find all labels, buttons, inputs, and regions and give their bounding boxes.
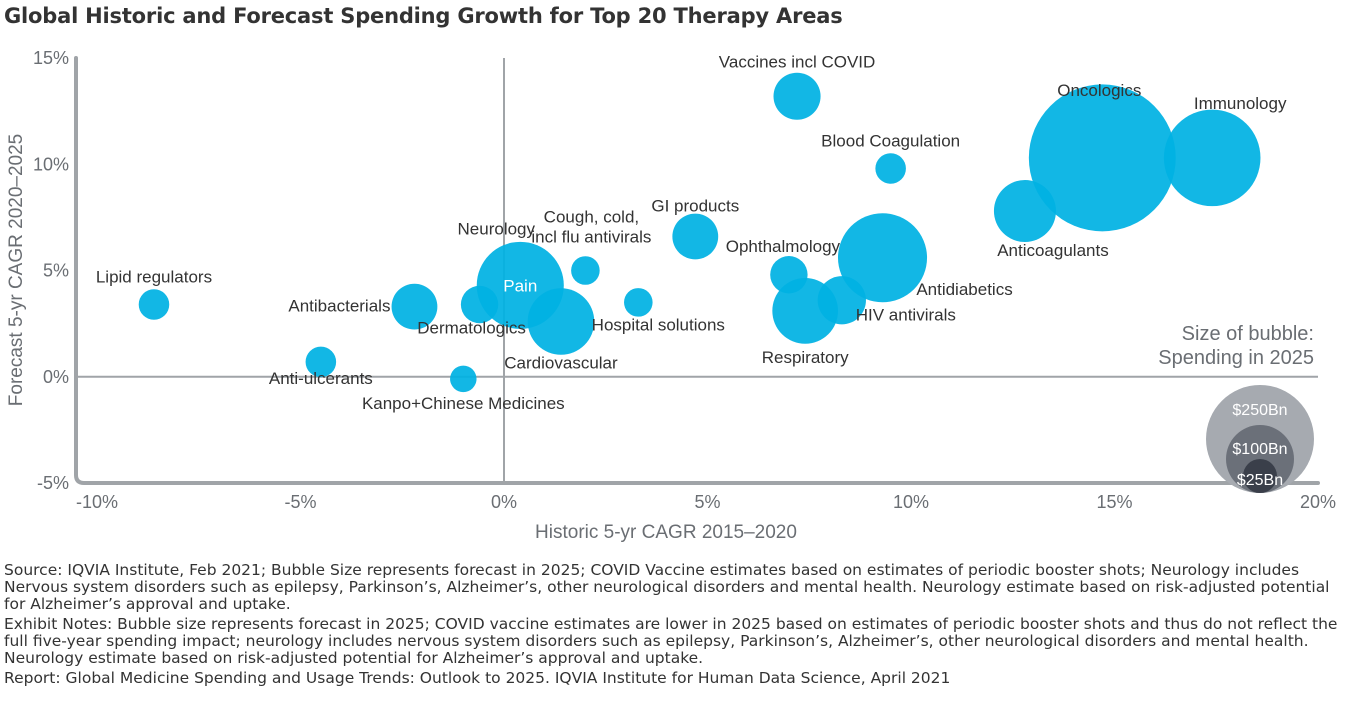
bubble-label-immunology: Immunology (1194, 94, 1287, 113)
size-legend-label: $250Bn (1232, 402, 1287, 419)
bubble-label-respiratory: Respiratory (762, 348, 849, 367)
bubble-kanpo-chinese-medicines (450, 365, 477, 393)
size-legend: Size of bubble:Spending in 2025 $250Bn $10… (1158, 323, 1314, 493)
bubble-lipid-regulators (138, 289, 170, 320)
bubble-label-ophthalmology: Ophthalmology (726, 237, 841, 256)
bubble-label-oncologics: Oncologics (1057, 81, 1141, 100)
source-note: Source: IQVIA Institute, Feb 2021; Bubbl… (4, 561, 1330, 613)
bubble-antibacterials (391, 283, 438, 330)
x-tick-label: 0% (491, 492, 517, 512)
x-tick-label: -10% (76, 492, 118, 512)
bubble-label-cardiovascular: Cardiovascular (504, 354, 618, 373)
bubbles (138, 72, 1261, 393)
bubble-label-neurology: Neurology (458, 219, 536, 238)
bubble-label-anti-ulcerants: Anti-ulcerants (269, 369, 373, 388)
size-legend-label: $25Bn (1237, 472, 1283, 489)
exhibit-note: Exhibit Notes: Bubble size represents fo… (4, 615, 1338, 667)
bubble-blood-coagulation (875, 153, 906, 184)
bubble-label-dermatologics: Dermatologics (417, 319, 526, 338)
size-legend-title: Size of bubble: (1182, 323, 1314, 345)
bubble-label-lipid-regulators: Lipid regulators (96, 268, 212, 287)
bubble-label-hiv-antivirals: HIV antivirals (856, 305, 956, 324)
bubble-label-antidiabetics: Antidiabetics (916, 280, 1012, 299)
y-tick-label: 10% (33, 154, 69, 174)
bubble-label-blood-coagulation: Blood Coagulation (821, 132, 960, 151)
bubble-label-gi-products: GI products (651, 197, 739, 216)
bubble-gi-products (672, 213, 719, 260)
size-legend-bubble-2 (1243, 459, 1277, 493)
bubble-label-pain: Pain (503, 276, 537, 295)
bubble-label-anticoagulants: Anticoagulants (997, 241, 1109, 260)
x-tick-label: 20% (1300, 492, 1336, 512)
bubble-immunology (1163, 109, 1261, 207)
bubble-cardiovascular (527, 288, 595, 355)
y-tick-label: 15% (33, 48, 69, 68)
bubble-hospital-solutions (624, 288, 653, 317)
bubble-cough-cold-incl-flu-antivirals (571, 256, 600, 285)
bubble-label-antibacterials: Antibacterials (288, 297, 390, 316)
size-legend-label: $100Bn (1232, 441, 1287, 458)
bubble-antidiabetics (837, 213, 928, 303)
y-tick-label: 5% (43, 261, 69, 281)
bubble-label-vaccines-incl-covid: Vaccines incl COVID (719, 52, 876, 71)
bubble-label-kanpo-chinese-medicines: Kanpo+Chinese Medicines (362, 394, 565, 413)
y-tick-label: 0% (43, 367, 69, 387)
bubble-anti-ulcerants (305, 346, 337, 378)
y-tick-label: -5% (37, 473, 69, 493)
size-legend-subtitle: Spending in 2025 (1158, 347, 1314, 369)
x-axis-label: Historic 5-yr CAGR 2015–2020 (535, 522, 797, 543)
x-tick-label: 15% (1096, 492, 1132, 512)
bubble-label-cough-cold-incl-flu-antivirals: Cough, cold, incl flu antivirals (531, 208, 651, 247)
footnotes: Source: IQVIA Institute, Feb 2021; Bubbl… (4, 562, 1344, 690)
bubble-oncologics (1028, 84, 1176, 232)
x-tick-label: 5% (694, 492, 720, 512)
report-note: Report: Global Medicine Spending and Usa… (4, 669, 951, 687)
bubble-chart: -10% -5% 0% 5% 10% 15% 20% 15% 10% 5% 0% -5% Histori… (6, 48, 1336, 543)
y-axis-label: Forecast 5-yr CAGR 2020–2025 (6, 134, 27, 406)
x-tick-label: 10% (893, 492, 929, 512)
x-tick-label: -5% (284, 492, 316, 512)
bubble-label-hospital-solutions: Hospital solutions (592, 315, 725, 334)
axis-frame (74, 56, 1320, 485)
bubble-vaccines-incl-covid (773, 72, 821, 120)
chart-title: Global Historic and Forecast Spending Gr… (4, 4, 843, 28)
